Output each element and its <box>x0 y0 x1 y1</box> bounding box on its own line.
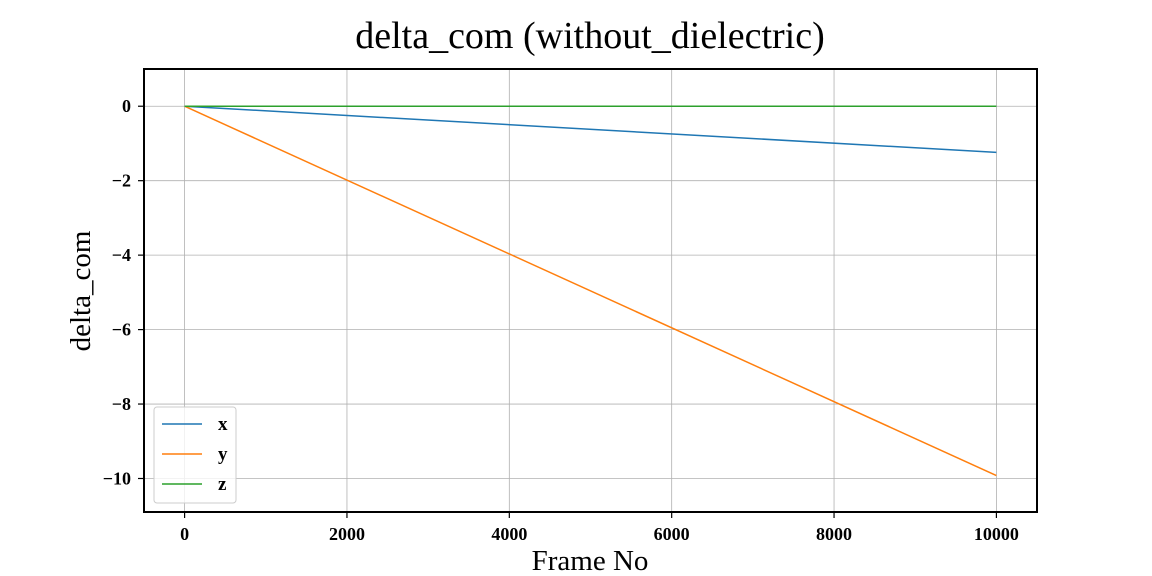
x-tick-label: 0 <box>180 524 189 544</box>
series-line-x <box>184 105 997 154</box>
x-tick-label: 4000 <box>491 524 527 544</box>
chart-title: delta_com (without_dielectric) <box>355 15 825 57</box>
x-tick-label: 2000 <box>329 524 365 544</box>
axis-ticks: 0 2000 4000 6000 8000 10000 0 −2 −4 −6 −8 −10 <box>103 96 1019 544</box>
series-line-y <box>184 105 997 477</box>
y-tick-label: −4 <box>112 245 131 265</box>
y-tick-label: −2 <box>112 171 131 191</box>
legend-label-y: y <box>218 444 228 465</box>
plot-area-frame <box>143 68 1038 513</box>
y-tick-label: −8 <box>112 394 131 414</box>
legend: xyz <box>153 406 237 504</box>
y-tick-label: −6 <box>112 320 131 340</box>
y-tick-label: −10 <box>103 468 131 488</box>
x-tick-label: 10000 <box>974 524 1019 544</box>
x-tick-label: 6000 <box>654 524 690 544</box>
x-tick-label: 8000 <box>816 524 852 544</box>
x-axis-label: Frame No <box>532 545 649 576</box>
y-tick-label: 0 <box>122 96 131 116</box>
series-lines <box>184 105 997 477</box>
legend-label-z: z <box>218 474 227 495</box>
y-axis-label: delta_com <box>65 230 97 351</box>
legend-label-x: x <box>218 414 228 435</box>
legend-box <box>153 406 237 504</box>
